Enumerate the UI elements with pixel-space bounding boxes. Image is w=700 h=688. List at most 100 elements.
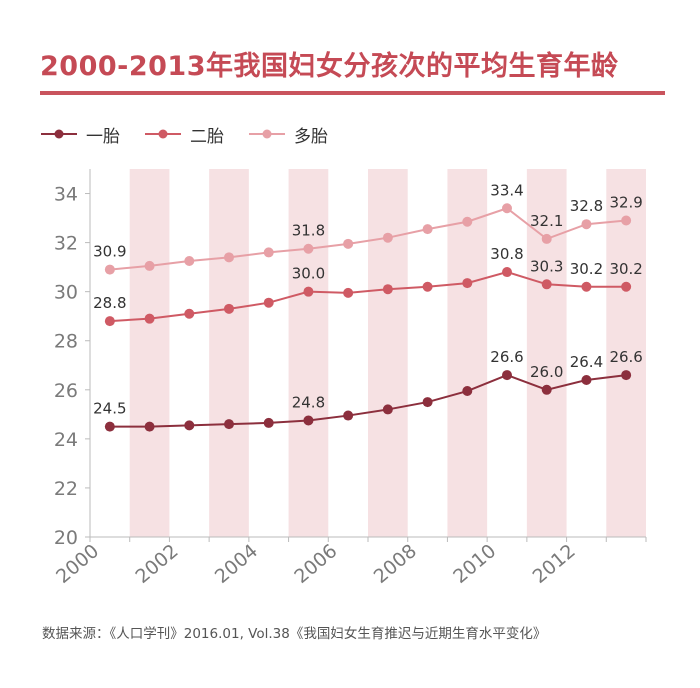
point-s1-2010: [502, 267, 512, 278]
y-tick-label-28: 28: [54, 331, 78, 353]
point-s2-2013: [621, 215, 632, 226]
data-label-s1-2011: 30.3: [530, 257, 563, 275]
data-label-s2-2011: 32.1: [530, 212, 563, 230]
legend-swatch-second: [145, 129, 181, 139]
point-s2-2005: [303, 243, 314, 254]
data-label-s2-2010: 33.4: [490, 181, 523, 199]
series-lines: [104, 203, 632, 432]
x-tick-label-2006: 2006: [290, 540, 341, 588]
legend-item-second: 二胎: [144, 122, 224, 147]
band-2005: [288, 169, 329, 537]
point-s2-2002: [184, 256, 195, 266]
point-s0-2002: [184, 420, 195, 431]
point-s0-2007: [382, 404, 393, 415]
point-s0-2000: [104, 421, 115, 432]
data-label-s1-2005: 30.0: [292, 265, 325, 283]
data-label-s0-2000: 24.5: [93, 400, 126, 418]
data-label-s0-2011: 26.0: [530, 363, 563, 381]
x-tick-label-2002: 2002: [131, 540, 182, 588]
point-s1-2005: [303, 286, 314, 297]
band-2007: [368, 169, 408, 537]
data-label-s0-2012: 26.4: [570, 353, 603, 371]
band-2011: [526, 169, 567, 537]
y-tick-label-24: 24: [54, 429, 78, 451]
x-tick-label-2010: 2010: [449, 540, 500, 588]
y-tick-label-32: 32: [54, 233, 78, 255]
data-label-s2-2000: 30.9: [93, 243, 126, 261]
band-2013: [606, 169, 646, 537]
x-tick-label-2004: 2004: [211, 540, 262, 588]
data-label-s0-2010: 26.6: [490, 348, 523, 366]
point-s1-2009: [462, 278, 473, 289]
point-s2-2008: [422, 224, 433, 235]
point-s1-2007: [382, 284, 393, 295]
legend-swatch-first: [41, 129, 77, 139]
point-s1-2001: [144, 313, 155, 324]
point-s1-2012: [581, 281, 592, 292]
point-s2-2004: [263, 247, 274, 258]
y-tick-label-30: 30: [54, 282, 78, 304]
data-label-s1-2013: 30.2: [609, 260, 642, 278]
point-s0-2013: [621, 370, 632, 381]
point-s1-2000: [104, 316, 115, 327]
data-label-s0-2013: 26.6: [609, 348, 642, 366]
data-label-s1-2010: 30.8: [490, 245, 523, 263]
data-label-s2-2012: 32.8: [570, 197, 603, 215]
y-tick-label-26: 26: [54, 380, 78, 402]
point-s1-2013: [621, 281, 632, 292]
legend-label-second: 二胎: [190, 126, 224, 147]
point-s0-2004: [263, 417, 274, 428]
y-tick-label-22: 22: [54, 478, 78, 500]
y-tick-label-20: 20: [54, 527, 78, 549]
point-s0-2005: [303, 415, 314, 426]
point-s2-2007: [382, 232, 393, 243]
legend-label-third: 多胎: [294, 126, 328, 147]
point-s1-2004: [263, 297, 274, 308]
point-s1-2011: [541, 279, 552, 290]
y-tick-label-34: 34: [54, 184, 78, 206]
title-underline: [40, 91, 665, 95]
x-tick-label-2012: 2012: [529, 540, 580, 588]
point-s2-2009: [462, 216, 473, 227]
point-s0-2006: [343, 410, 354, 421]
legend-label-first: 一胎: [86, 126, 120, 147]
point-s0-2010: [502, 370, 512, 381]
point-s0-2011: [541, 384, 552, 395]
data-label-s2-2005: 31.8: [292, 222, 325, 240]
point-s1-2008: [422, 281, 433, 292]
band-2009: [447, 169, 488, 537]
point-s1-2006: [343, 287, 354, 298]
data-label-s0-2005: 24.8: [292, 393, 325, 411]
point-s1-2003: [224, 303, 234, 314]
x-tick-label-2008: 2008: [370, 540, 421, 588]
shaded-bands: [129, 169, 646, 537]
point-s0-2003: [224, 419, 234, 430]
series-line-2: [109, 207, 627, 271]
point-s0-2009: [462, 386, 473, 397]
point-s0-2012: [581, 374, 592, 385]
data-label-s1-2000: 28.8: [93, 294, 126, 312]
point-s0-2001: [144, 421, 155, 432]
point-s2-2006: [343, 238, 354, 249]
chart-title: 2000-2013年我国妇女分孩次的平均生育年龄: [40, 51, 619, 82]
band-2003: [209, 169, 249, 537]
point-s2-2012: [581, 219, 592, 230]
legend-swatch-third: [249, 129, 285, 139]
legend: 一胎 二胎 多胎: [40, 122, 352, 147]
band-2001: [129, 169, 170, 537]
point-s1-2002: [184, 308, 195, 319]
point-s2-2011: [541, 233, 552, 244]
point-s0-2008: [422, 397, 433, 408]
data-label-s1-2012: 30.2: [570, 260, 603, 278]
point-s2-2001: [144, 260, 155, 271]
series-line-0: [109, 374, 627, 428]
series-line-1: [109, 270, 627, 323]
data-label-s2-2013: 32.9: [609, 194, 642, 212]
point-s2-2010: [502, 203, 512, 214]
legend-item-first: 一胎: [40, 122, 120, 147]
legend-item-third: 多胎: [248, 122, 328, 147]
data-labels: 24.5 24.8 26.6 26.0 26.4 26.6 28.8 30.0 30.8 30.3…: [93, 181, 643, 417]
point-s2-2003: [224, 252, 234, 263]
source-note: 数据来源：《人口学刊》2016.01, Vol.38《我国妇女生育推迟与近期生育…: [42, 626, 547, 642]
